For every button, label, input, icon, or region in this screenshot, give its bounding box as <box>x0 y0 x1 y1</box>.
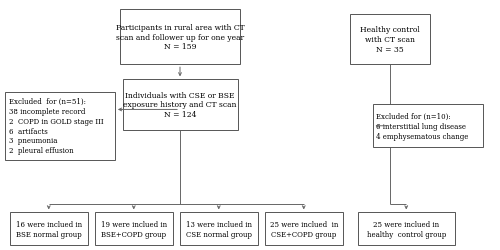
FancyBboxPatch shape <box>358 212 455 245</box>
FancyBboxPatch shape <box>95 212 172 245</box>
Text: 25 were inclued in
healthy  control group: 25 were inclued in healthy control group <box>366 220 446 238</box>
FancyBboxPatch shape <box>180 212 258 245</box>
Text: 16 were inclued in
BSE normal group: 16 were inclued in BSE normal group <box>16 220 82 238</box>
FancyBboxPatch shape <box>5 92 115 160</box>
Text: Participants in rural area with CT
scan and follower up for one year
N = 159: Participants in rural area with CT scan … <box>116 24 244 51</box>
FancyBboxPatch shape <box>265 212 342 245</box>
Text: 13 were inclued in
CSE normal group: 13 were inclued in CSE normal group <box>186 220 252 238</box>
Text: 25 were inclued  in
CSE+COPD group: 25 were inclued in CSE+COPD group <box>270 220 338 238</box>
Text: 19 were inclued in
BSE+COPD group: 19 were inclued in BSE+COPD group <box>100 220 167 238</box>
FancyBboxPatch shape <box>350 15 430 65</box>
FancyBboxPatch shape <box>10 212 88 245</box>
Text: Excluded for (n=10):
6 interstitial lung disease
4 emphysematous change: Excluded for (n=10): 6 interstitial lung… <box>376 112 469 140</box>
Text: Excluded  for (n=51):
38 incomplete record
2  COPD in GOLD stage III
6  artifact: Excluded for (n=51): 38 incomplete recor… <box>9 98 104 155</box>
Text: Individuals with CSE or BSE
exposure history and CT scan
N = 124: Individuals with CSE or BSE exposure his… <box>123 91 237 119</box>
Text: Healthy control
with CT scan
N = 35: Healthy control with CT scan N = 35 <box>360 26 420 54</box>
FancyBboxPatch shape <box>122 80 238 130</box>
FancyBboxPatch shape <box>372 105 482 148</box>
FancyBboxPatch shape <box>120 10 240 65</box>
